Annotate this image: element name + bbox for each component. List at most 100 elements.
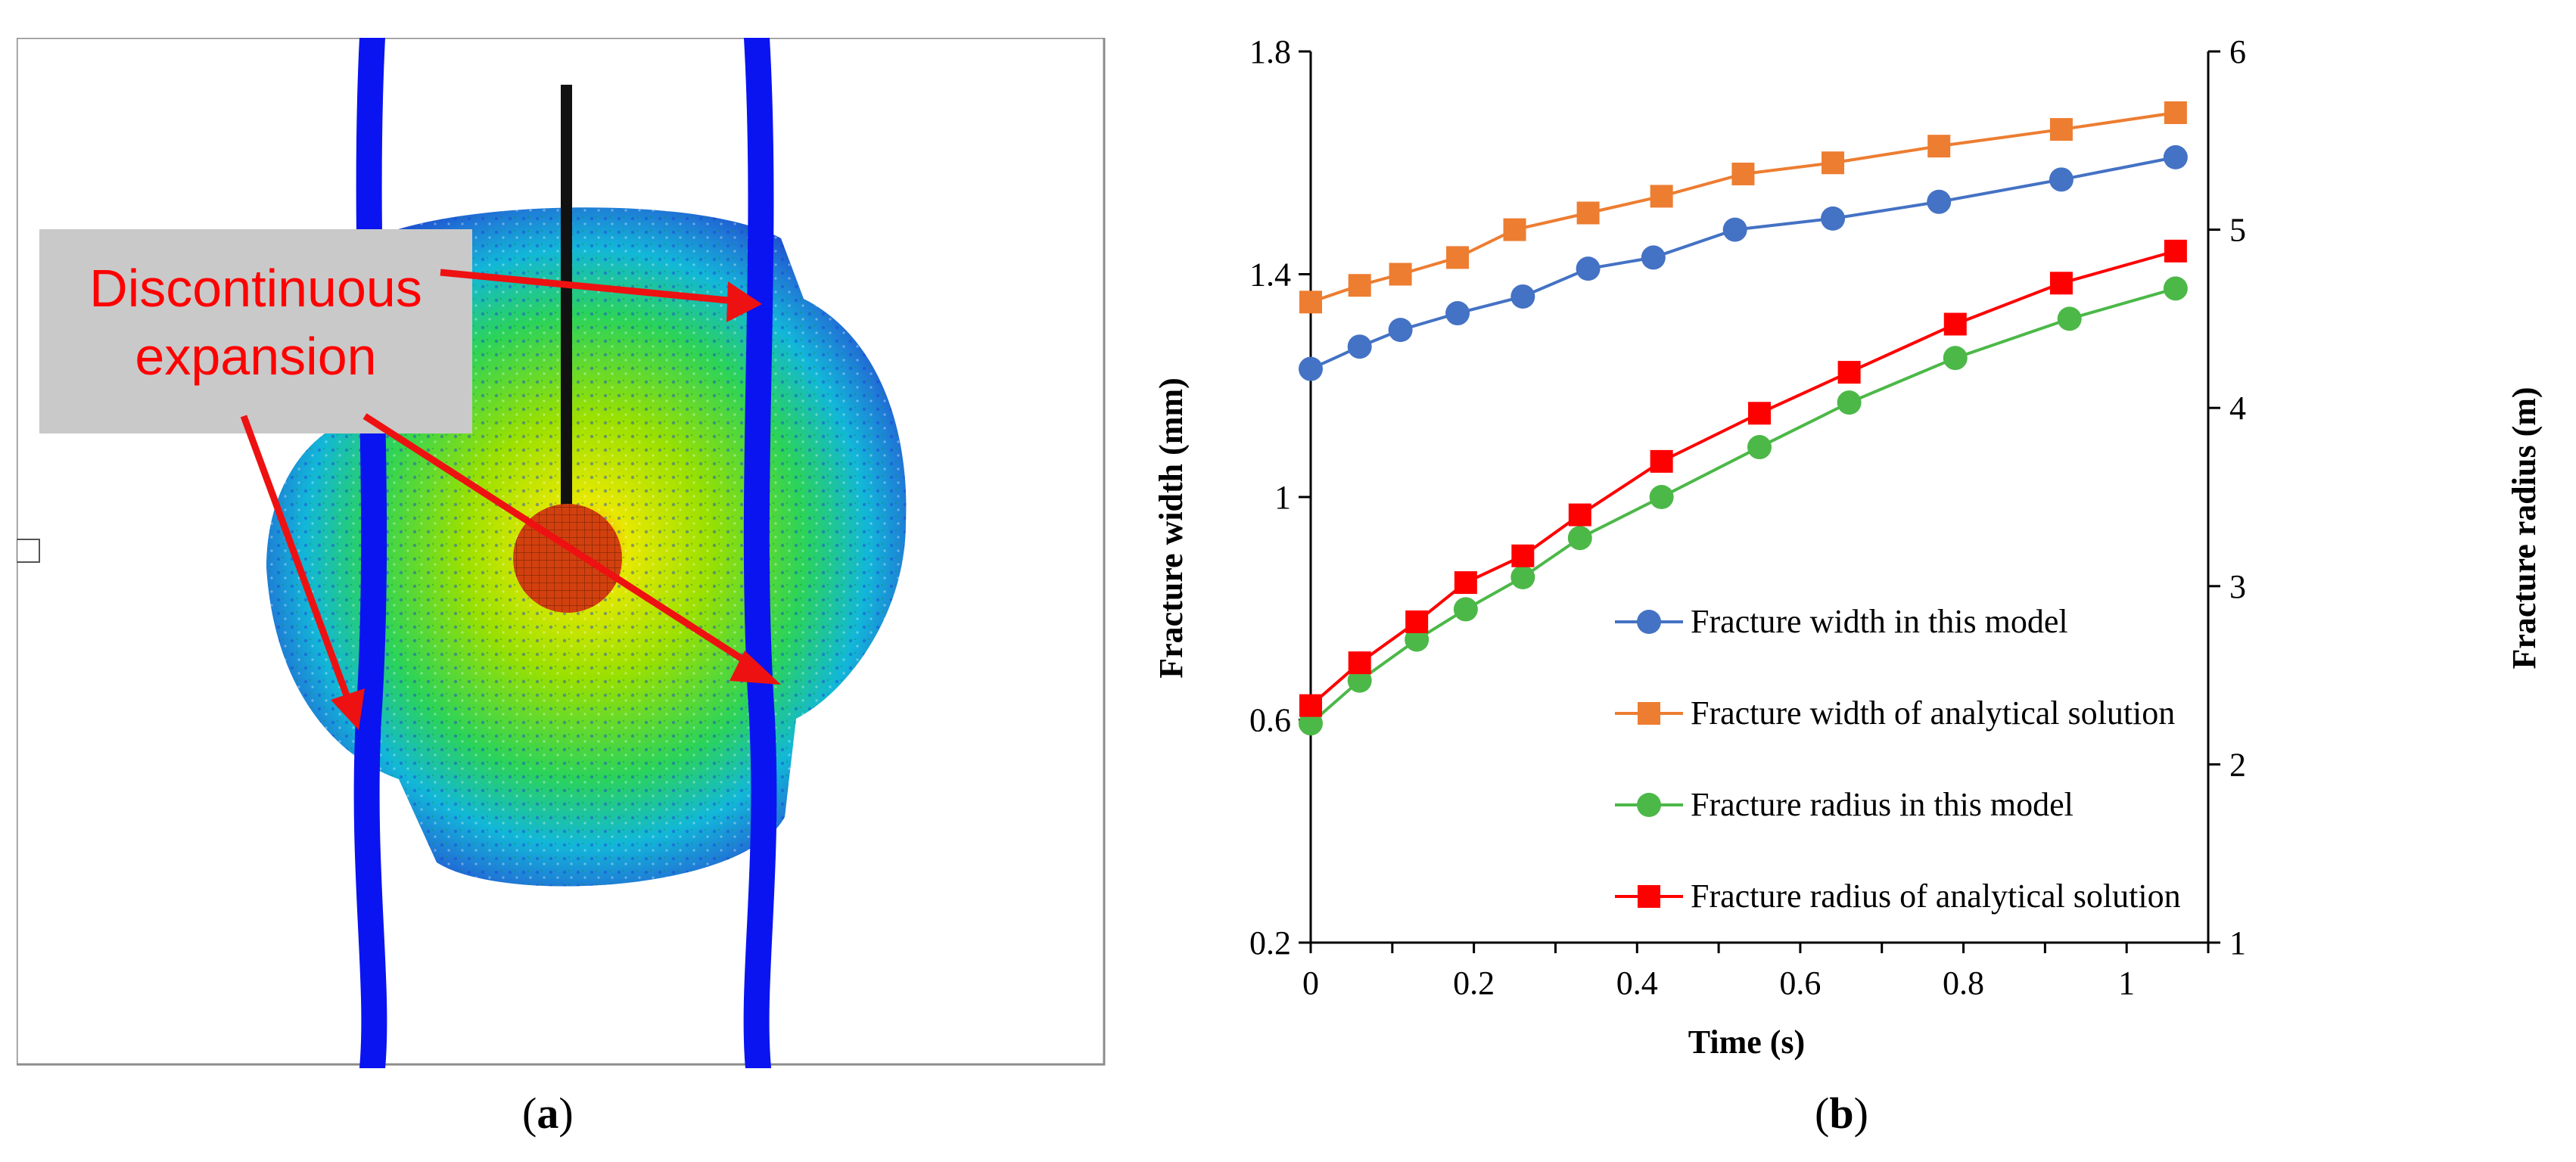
y-tick-label-left: 0.6 bbox=[1249, 702, 1291, 739]
series-line-2 bbox=[1310, 111, 2176, 304]
series-line-3 bbox=[1309, 287, 2176, 725]
data-point bbox=[2049, 118, 2073, 141]
data-point bbox=[1347, 334, 1372, 359]
arrow-center-right bbox=[362, 413, 764, 675]
data-point bbox=[1388, 318, 1413, 343]
data-point bbox=[1722, 217, 1747, 242]
chart-svg: 0.2 0.6 1 1.4 1.8 1 2 3 4 5 6 0 0.2 0.4 0.6 0.8 1 Fractu… bbox=[1153, 33, 2543, 1061]
data-point bbox=[1348, 274, 1371, 297]
annotation-line-2: expansion bbox=[135, 327, 376, 386]
data-point bbox=[1511, 544, 1535, 567]
series-layer bbox=[1299, 101, 2188, 736]
data-point bbox=[1299, 356, 1323, 381]
legend-label: Fracture radius of analytical solution bbox=[1691, 878, 2181, 915]
y-tick-label-right: 4 bbox=[2229, 390, 2246, 427]
data-point bbox=[1510, 284, 1535, 309]
x-tick-label: 0.2 bbox=[1453, 965, 1495, 1002]
y-tick-label-left: 1.4 bbox=[1249, 256, 1291, 294]
data-point bbox=[1822, 151, 1845, 175]
annotation-box bbox=[39, 229, 472, 433]
data-point bbox=[2164, 101, 2187, 124]
data-point bbox=[1927, 135, 1951, 158]
small-marker-square bbox=[16, 539, 40, 563]
data-point bbox=[1837, 361, 1861, 384]
data-point bbox=[1503, 218, 1526, 241]
data-point bbox=[1641, 245, 1666, 270]
data-point bbox=[2163, 276, 2188, 301]
legend-marker bbox=[1638, 885, 1660, 908]
y-tick-label-left: 1 bbox=[1274, 479, 1291, 516]
data-point bbox=[1453, 597, 1478, 622]
panel-a-simulation: Discontinuous expansion bbox=[15, 25, 1108, 1081]
x-tick-label: 0.8 bbox=[1943, 965, 1984, 1002]
data-point bbox=[1299, 694, 1322, 717]
data-point bbox=[1405, 627, 1430, 652]
wellbore bbox=[561, 85, 572, 567]
legend-marker bbox=[1638, 702, 1660, 725]
x-tick-label: 0.6 bbox=[1779, 965, 1821, 1002]
panel-b-chart: 0.2 0.6 1 1.4 1.8 1 2 3 4 5 6 0 0.2 0.4 0.6 0.8 1 Fractu… bbox=[1112, 0, 2576, 1158]
x-axis-label: Time (s) bbox=[1688, 1024, 1805, 1061]
y-tick-label-right: 1 bbox=[2229, 924, 2246, 962]
x-tick-label: 0.4 bbox=[1616, 965, 1658, 1002]
data-point bbox=[1943, 312, 1967, 336]
data-point bbox=[1650, 449, 1673, 473]
x-tick-label: 1 bbox=[2118, 965, 2135, 1002]
data-point bbox=[1576, 256, 1601, 281]
caption-a: (a) bbox=[522, 1089, 574, 1138]
y-axis-label-left: Fracture width (mm) bbox=[1153, 377, 1190, 679]
annotation-line-1: Discontinuous bbox=[89, 259, 422, 318]
legend-layer: Fracture width in this model Fracture wid… bbox=[1615, 603, 2181, 915]
data-point bbox=[2057, 306, 2082, 331]
data-point bbox=[1731, 162, 1755, 185]
arrow-lower-left bbox=[240, 415, 353, 705]
legend-label: Fracture radius in this model bbox=[1691, 786, 2074, 823]
data-point bbox=[1510, 565, 1535, 590]
legend-marker bbox=[1637, 610, 1661, 634]
data-point bbox=[1943, 346, 1968, 371]
x-tick-label: 0 bbox=[1302, 965, 1319, 1002]
data-point bbox=[1568, 503, 1591, 527]
axes-layer: 0.2 0.6 1 1.4 1.8 1 2 3 4 5 6 0 0.2 0.4 0.6 0.8 1 bbox=[1249, 33, 2246, 1002]
data-point bbox=[1649, 485, 1674, 509]
data-point bbox=[1446, 246, 1470, 269]
data-point bbox=[2163, 144, 2188, 169]
data-point bbox=[1650, 185, 1673, 208]
data-point bbox=[1445, 301, 1470, 326]
legend-marker bbox=[1637, 793, 1661, 817]
legend-label: Fracture width of analytical solution bbox=[1691, 694, 2175, 732]
data-point bbox=[1821, 206, 1846, 231]
data-point bbox=[1454, 571, 1477, 595]
data-point bbox=[2164, 239, 2187, 263]
y-tick-label-right: 5 bbox=[2229, 212, 2246, 249]
data-point bbox=[1567, 526, 1592, 551]
data-point bbox=[1405, 610, 1429, 633]
natural-fracture-left bbox=[353, 25, 387, 1081]
y-axis-label-right: Fracture radius (m) bbox=[2506, 387, 2543, 669]
data-point bbox=[1389, 263, 1412, 286]
annotation-arrows bbox=[240, 269, 781, 730]
data-point bbox=[1348, 651, 1371, 675]
data-point bbox=[1347, 668, 1372, 693]
data-point bbox=[1927, 189, 1952, 214]
data-point bbox=[2049, 272, 2073, 295]
data-point bbox=[1837, 390, 1862, 415]
arrow-top-right bbox=[440, 269, 736, 305]
y-tick-label-left: 0.2 bbox=[1249, 924, 1291, 962]
data-point bbox=[1748, 402, 1771, 425]
data-point bbox=[1299, 290, 1322, 314]
y-tick-label-right: 3 bbox=[2229, 568, 2246, 605]
y-tick-label-right: 2 bbox=[2229, 746, 2246, 783]
caption-a-letter: a bbox=[537, 1089, 559, 1138]
natural-fracture-right bbox=[743, 25, 777, 1081]
y-tick-label-left: 1.8 bbox=[1249, 33, 1291, 70]
simulation-figure: Discontinuous expansion bbox=[15, 25, 1106, 1081]
legend-label: Fracture width in this model bbox=[1691, 603, 2068, 640]
caption-b: (b) bbox=[1815, 1089, 1868, 1138]
data-point bbox=[1747, 435, 1772, 460]
y-tick-label-right: 6 bbox=[2229, 33, 2246, 70]
data-point bbox=[1299, 711, 1323, 736]
caption-b-letter: b bbox=[1829, 1089, 1854, 1138]
data-point bbox=[2049, 167, 2074, 192]
data-point bbox=[1576, 201, 1600, 225]
